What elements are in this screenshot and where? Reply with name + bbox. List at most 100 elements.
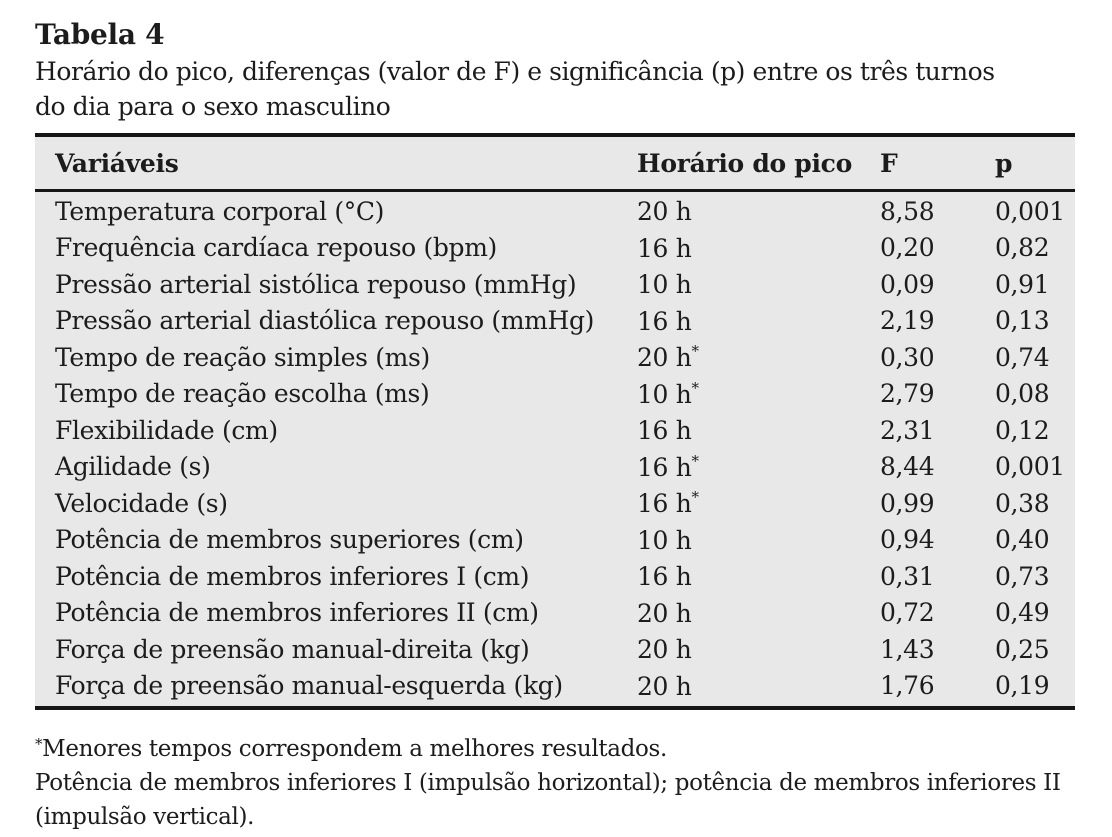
variable-cell: Potência de membros superiores (cm) [55, 525, 524, 555]
p-value-cell: 0,08 [995, 379, 1050, 409]
peak-time-cell: 10 h* [637, 379, 880, 409]
p-value-cell: 0,13 [995, 306, 1050, 336]
p-value-cell: 0,38 [995, 488, 1050, 518]
star-superscript: * [691, 378, 699, 397]
peak-time-text: 10 h [637, 525, 692, 555]
f-value-cell: 2,79 [880, 379, 935, 409]
star-superscript: * [691, 451, 699, 470]
peak-time-text: 10 h [637, 270, 692, 300]
table-row: Tempo de reação simples (ms) 20 h* 0,30 … [35, 339, 1075, 376]
table-row: Potência de membros inferiores II (cm) 2… [35, 595, 1075, 632]
variable-cell: Flexibilidade (cm) [55, 415, 278, 445]
f-value-cell: 8,58 [880, 196, 935, 226]
f-value-cell: 1,76 [880, 671, 935, 701]
table-row: Flexibilidade (cm) 16 h 2,31 0,12 [35, 412, 1075, 449]
footnote-starred: *Menores tempos correspondem a melhores … [35, 727, 1077, 766]
variable-cell: Tempo de reação simples (ms) [55, 342, 430, 372]
table-row: Velocidade (s) 16 h* 0,99 0,38 [35, 485, 1075, 522]
peak-time-text: 10 h [637, 379, 692, 409]
peak-time-text: 20 h [637, 598, 692, 628]
footnote-line: (impulsão vertical). [35, 804, 255, 830]
peak-time-cell: 16 h [637, 561, 880, 591]
p-value-cell: 0,49 [995, 598, 1050, 628]
star-superscript: * [691, 488, 699, 507]
variable-cell: Agilidade (s) [55, 452, 211, 482]
variable-cell: Frequência cardíaca repouso (bpm) [55, 233, 497, 263]
table-row: Pressão arterial sistólica repouso (mmHg… [35, 266, 1075, 303]
header-cell-variables: Variáveis [55, 148, 179, 178]
header-cell-f-value: F [880, 148, 898, 178]
f-value-cell: 0,99 [880, 488, 935, 518]
peak-time-cell: 20 h [637, 634, 880, 664]
f-value-cell: 2,31 [880, 415, 935, 445]
table-row: Frequência cardíaca repouso (bpm) 16 h 0… [35, 230, 1075, 267]
table-row: Potência de membros inferiores I (cm) 16… [35, 558, 1075, 595]
peak-time-text: 16 h [637, 562, 692, 592]
peak-time-text: 20 h [637, 635, 692, 665]
f-value-cell: 0,30 [880, 342, 935, 372]
peak-time-cell: 16 h* [637, 488, 880, 518]
table-header-row: Variáveis Horário do pico F p [35, 137, 1075, 192]
f-value-cell: 0,94 [880, 525, 935, 555]
variable-cell: Força de preensão manual-direita (kg) [55, 634, 530, 664]
p-value-cell: 0,82 [995, 233, 1050, 263]
f-value-cell: 0,20 [880, 233, 935, 263]
peak-time-cell: 10 h [637, 525, 880, 555]
p-value-cell: 0,91 [995, 269, 1050, 299]
variable-cell: Pressão arterial diastólica repouso (mmH… [55, 306, 595, 336]
caption-line: Horário do pico, diferenças (valor de F)… [35, 57, 995, 86]
f-value-cell: 8,44 [880, 452, 935, 482]
peak-time-text: 20 h [637, 343, 692, 373]
caption-line: do dia para o sexo masculino [35, 92, 391, 121]
table-row: Força de preensão manual-esquerda (kg) 2… [35, 668, 1075, 705]
p-value-cell: 0,001 [995, 452, 1065, 482]
table-body: Temperatura corporal (°C) 20 h 8,58 0,00… [35, 192, 1075, 706]
peak-time-cell: 20 h [637, 196, 880, 226]
peak-time-cell: 16 h [637, 415, 880, 445]
table-row: Potência de membros superiores (cm) 10 h… [35, 522, 1075, 559]
peak-time-text: 16 h [637, 489, 692, 519]
variable-cell: Velocidade (s) [55, 488, 228, 518]
table-row: Tempo de reação escolha (ms) 10 h* 2,79 … [35, 376, 1075, 413]
variable-cell: Força de preensão manual-esquerda (kg) [55, 671, 563, 701]
table-row: Temperatura corporal (°C) 20 h 8,58 0,00… [35, 193, 1075, 230]
peak-time-cell: 10 h [637, 269, 880, 299]
p-value-cell: 0,73 [995, 561, 1050, 591]
variable-cell: Tempo de reação escolha (ms) [55, 379, 430, 409]
peak-time-cell: 20 h [637, 598, 880, 628]
variable-cell: Temperatura corporal (°C) [55, 196, 385, 226]
peak-time-cell: 16 h* [637, 452, 880, 482]
f-value-cell: 0,09 [880, 269, 935, 299]
peak-time-cell: 16 h [637, 306, 880, 336]
table-row: Força de preensão manual-direita (kg) 20… [35, 631, 1075, 668]
p-value-cell: 0,25 [995, 634, 1050, 664]
header-cell-peak-time: Horário do pico [637, 148, 852, 178]
peak-time-text: 16 h [637, 452, 692, 482]
variable-cell: Potência de membros inferiores I (cm) [55, 561, 530, 591]
f-value-cell: 0,72 [880, 598, 935, 628]
table-row: Pressão arterial diastólica repouso (mmH… [35, 303, 1075, 340]
table-caption: Horário do pico, diferenças (valor de F)… [35, 54, 1077, 124]
table-label: Tabela 4 [35, 18, 165, 51]
peak-time-cell: 20 h* [637, 342, 880, 372]
peak-time-text: 20 h [637, 197, 692, 227]
p-value-cell: 0,001 [995, 196, 1065, 226]
peak-time-cell: 16 h [637, 233, 880, 263]
f-value-cell: 2,19 [880, 306, 935, 336]
variable-cell: Potência de membros inferiores II (cm) [55, 598, 539, 628]
p-value-cell: 0,74 [995, 342, 1050, 372]
f-value-cell: 1,43 [880, 634, 935, 664]
peak-time-text: 16 h [637, 233, 692, 263]
table-row: Agilidade (s) 16 h* 8,44 0,001 [35, 449, 1075, 486]
p-value-cell: 0,12 [995, 415, 1050, 445]
variable-cell: Pressão arterial sistólica repouso (mmHg… [55, 269, 577, 299]
p-value-cell: 0,40 [995, 525, 1050, 555]
table-footnotes: *Menores tempos correspondem a melhores … [35, 727, 1077, 834]
peak-time-text: 16 h [637, 306, 692, 336]
peak-time-text: 20 h [637, 671, 692, 701]
peak-time-cell: 20 h [637, 671, 880, 701]
footnote-line: Potência de membros inferiores I (impuls… [35, 770, 1061, 796]
header-cell-p-value: p [995, 148, 1013, 178]
star-superscript: * [691, 342, 699, 361]
